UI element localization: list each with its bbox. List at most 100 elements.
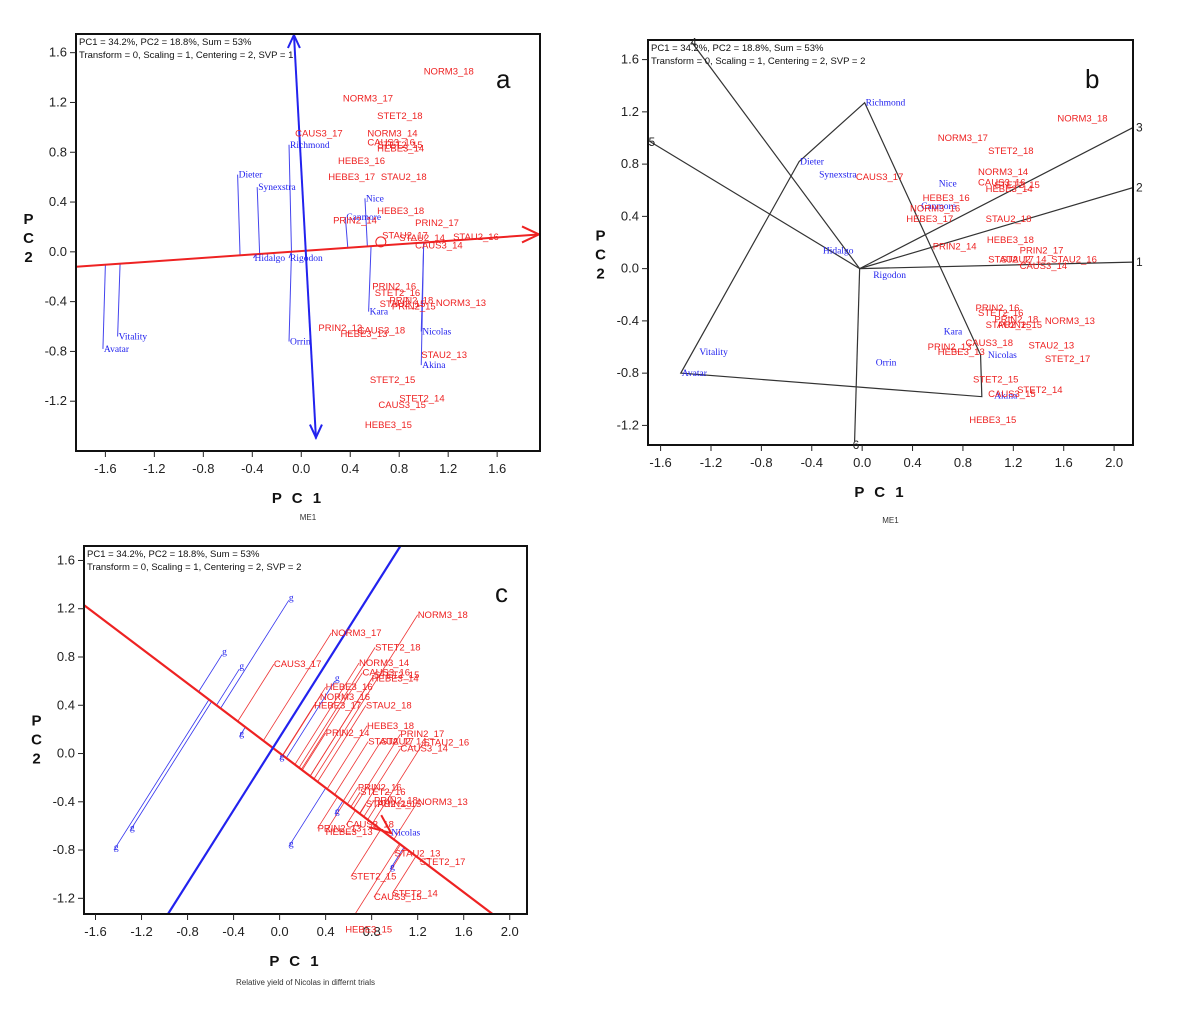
- environment-label: HEBE3_16: [326, 682, 373, 693]
- genotype-label: Akina: [994, 391, 1018, 401]
- environment-label: STET2_18: [377, 111, 422, 122]
- env-projection-line: [334, 741, 369, 795]
- genotype-label: Avatar: [682, 369, 708, 379]
- x-tick-label: 0.8: [363, 924, 381, 939]
- x-tick-label: 1.2: [409, 924, 427, 939]
- x-tick-label: -0.4: [241, 461, 263, 476]
- environment-label: NORM3_13: [436, 298, 486, 309]
- y-tick-label: 0.0: [621, 261, 639, 276]
- x-tick-label: 0.8: [954, 455, 972, 470]
- y-axis-title-char: P: [23, 211, 36, 228]
- environment-label: HEBE3_14: [372, 674, 419, 685]
- environment-label: CAUS3_14: [1020, 261, 1068, 272]
- x-axis-title: P C 1: [272, 490, 324, 507]
- plot-frame: [75, 33, 541, 452]
- env-projection-line: [342, 741, 382, 802]
- environment-label: HEBE3_15: [969, 415, 1016, 426]
- sector-ray: [859, 126, 1133, 270]
- environment-label: STAU2_17: [988, 254, 1034, 265]
- environment-label: NORM3_14: [367, 129, 417, 140]
- x-tick-label: -1.6: [84, 924, 106, 939]
- environment-label: HEBE3_17: [906, 214, 953, 225]
- environment-label: HEBE3_17: [328, 172, 375, 183]
- env-projection-line: [294, 662, 360, 765]
- projection-line: [256, 187, 261, 254]
- env-projection-line: [363, 800, 375, 817]
- y-tick-label: 1.2: [621, 104, 639, 119]
- x-tick-label: -0.8: [750, 455, 772, 470]
- panel-c: -1.6 -1.2 -0.8 -0.4 0.0 0.4 0.8 1.2 1.6 2.0 1.6 1.2…: [31, 545, 528, 987]
- environment-label: HEBE3_13: [938, 347, 985, 358]
- environment-label: NORM3_18: [1057, 113, 1107, 124]
- environment-label: STAU2_16: [453, 232, 499, 243]
- environment-label: CAUS3_16: [367, 137, 415, 148]
- x-tick-label: 0.4: [317, 924, 335, 939]
- env-projection-line: [350, 829, 382, 877]
- environment-label: STAU2_18: [381, 172, 427, 183]
- environment-label: HEBE3_16: [338, 156, 385, 167]
- y-axis-title-char: P: [595, 228, 608, 245]
- env-projection-line: [300, 672, 363, 770]
- projection-line: [420, 242, 425, 366]
- environment-label: STAU2_13: [421, 350, 467, 361]
- environment-label: STAU2_13: [1028, 341, 1074, 352]
- y-axis-title-char: P: [31, 713, 44, 730]
- genotype-label: Nice: [939, 180, 957, 190]
- polygon-hull: [679, 101, 983, 398]
- environment-label: PRIN2_14: [333, 216, 377, 227]
- x-axis-title: P C 1: [269, 953, 321, 970]
- chart-caption: ME1: [300, 513, 317, 522]
- projection-line: [344, 216, 349, 248]
- projection-line: [368, 246, 372, 312]
- y-tick-label: 1.6: [57, 552, 75, 567]
- environment-label: PRIN2_18: [994, 315, 1038, 326]
- genotype-label: Vitality: [699, 348, 728, 358]
- environment-label: STET2_15: [351, 872, 396, 883]
- environment-label: HEBE3_13: [326, 827, 373, 838]
- x-tick-label: 0.4: [904, 455, 922, 470]
- sector-number: 5: [649, 135, 656, 149]
- environment-label: HEBE3_18: [987, 235, 1034, 246]
- gen-projection-line: [238, 726, 246, 737]
- aec-ordinate-line: [292, 34, 317, 439]
- projection-line: [117, 263, 121, 337]
- genotype-marker: g: [239, 662, 244, 672]
- genotype-marker: g: [130, 824, 135, 834]
- env-projection-line: [298, 647, 376, 768]
- environment-label: PRIN2_15: [998, 320, 1042, 331]
- environment-label: STET2_16: [375, 288, 420, 299]
- environment-label: NORM3_18: [418, 610, 468, 621]
- x-tick-label: -1.6: [649, 455, 671, 470]
- environment-label: PRIN2_13: [318, 323, 362, 334]
- environment-label: PRIN2_17: [400, 729, 444, 740]
- genotype-label: Avatar: [104, 345, 130, 355]
- sector-ray: [691, 42, 861, 269]
- x-tick-label: 1.6: [1055, 455, 1073, 470]
- x-tick-label: 0.4: [341, 461, 359, 476]
- sector-ray: [859, 187, 1133, 270]
- plot-frame: [647, 39, 1134, 446]
- x-tick-label: 1.6: [488, 461, 506, 476]
- genotype-label: Kara: [370, 308, 389, 318]
- environment-label: CAUS3_15: [988, 389, 1036, 400]
- x-tick-label: 1.2: [439, 461, 457, 476]
- y-tick-label: 1.6: [49, 45, 67, 60]
- genotype-marker: g: [335, 674, 340, 684]
- x-tick-label: 0.0: [271, 924, 289, 939]
- environment-label: STET2_14: [399, 394, 444, 405]
- environment-label: NORM3_14: [978, 167, 1028, 178]
- environment-label: STAU2_17: [382, 231, 428, 242]
- genotype-label: Dieter: [800, 158, 825, 168]
- environment-label: NORM3_17: [343, 94, 393, 105]
- env-projection-line: [367, 803, 378, 820]
- genotype-label: Vitality: [119, 332, 148, 342]
- genotype-marker: g: [335, 807, 340, 817]
- environment-label: STAU2_14: [381, 736, 427, 747]
- gen-projection-line: [220, 600, 290, 709]
- chart-header-line1: PC1 = 34.2%, PC2 = 18.8%, Sum = 53%: [79, 37, 252, 48]
- y-tick-label: 0.0: [49, 244, 67, 259]
- environment-label: STAU2_15: [380, 299, 426, 310]
- projection-line: [102, 264, 106, 349]
- y-tick-label: 1.6: [621, 52, 639, 67]
- y-tick-label: 0.4: [621, 208, 639, 223]
